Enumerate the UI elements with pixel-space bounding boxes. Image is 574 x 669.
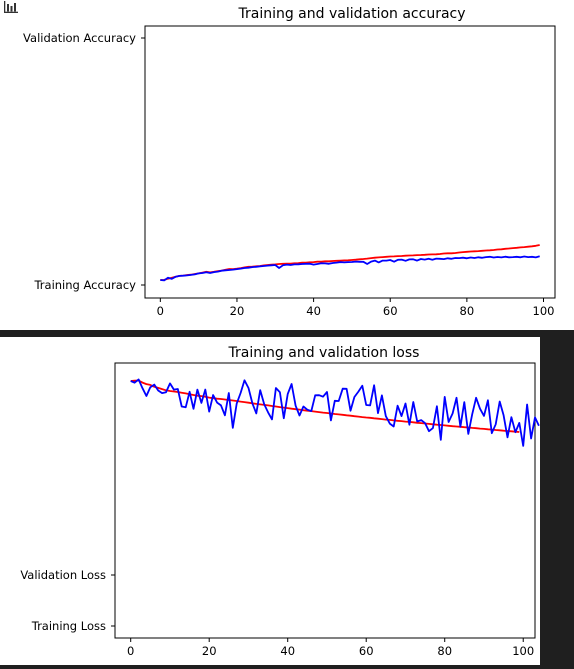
- loss-chart: Training and validation loss 0 20 40 60 80 100…: [20, 345, 540, 658]
- y-tick-label: Validation Accuracy: [23, 31, 136, 45]
- chart-title: Training and validation accuracy: [237, 6, 465, 22]
- x-tick-label: 80: [437, 644, 452, 658]
- bar-chart-icon: [4, 1, 18, 13]
- x-tick-label: 20: [230, 304, 245, 318]
- y-tick-label: Training Loss: [31, 619, 106, 633]
- y-tick-label: Validation Loss: [20, 568, 106, 582]
- accuracy-chart: Training and validation accuracy 0 20 40 60 8…: [23, 6, 556, 318]
- loss-chart-panel: Training and validation loss 0 20 40 60 80 100…: [0, 337, 540, 665]
- x-tick-label: 20: [202, 644, 217, 658]
- x-tick-label: 0: [127, 644, 134, 658]
- x-tick-label: 80: [460, 304, 475, 318]
- chart-title: Training and validation loss: [228, 345, 420, 361]
- plot-frame: [144, 25, 556, 299]
- x-tick-label: 40: [280, 644, 295, 658]
- accuracy-series-line-2: [160, 255, 540, 282]
- plot-frame: [114, 362, 536, 639]
- x-tick-label: 40: [306, 304, 321, 318]
- loss-series-line-2: [130, 378, 540, 447]
- x-tick-label: 60: [359, 644, 374, 658]
- x-tick-label: 100: [533, 304, 555, 318]
- accuracy-chart-panel: Training and validation accuracy 0 20 40 60 8…: [0, 0, 574, 330]
- x-tick-label: 100: [512, 644, 534, 658]
- x-tick-label: 60: [383, 304, 398, 318]
- y-tick-label: Training Accuracy: [33, 278, 136, 292]
- x-tick-label: 0: [157, 304, 164, 318]
